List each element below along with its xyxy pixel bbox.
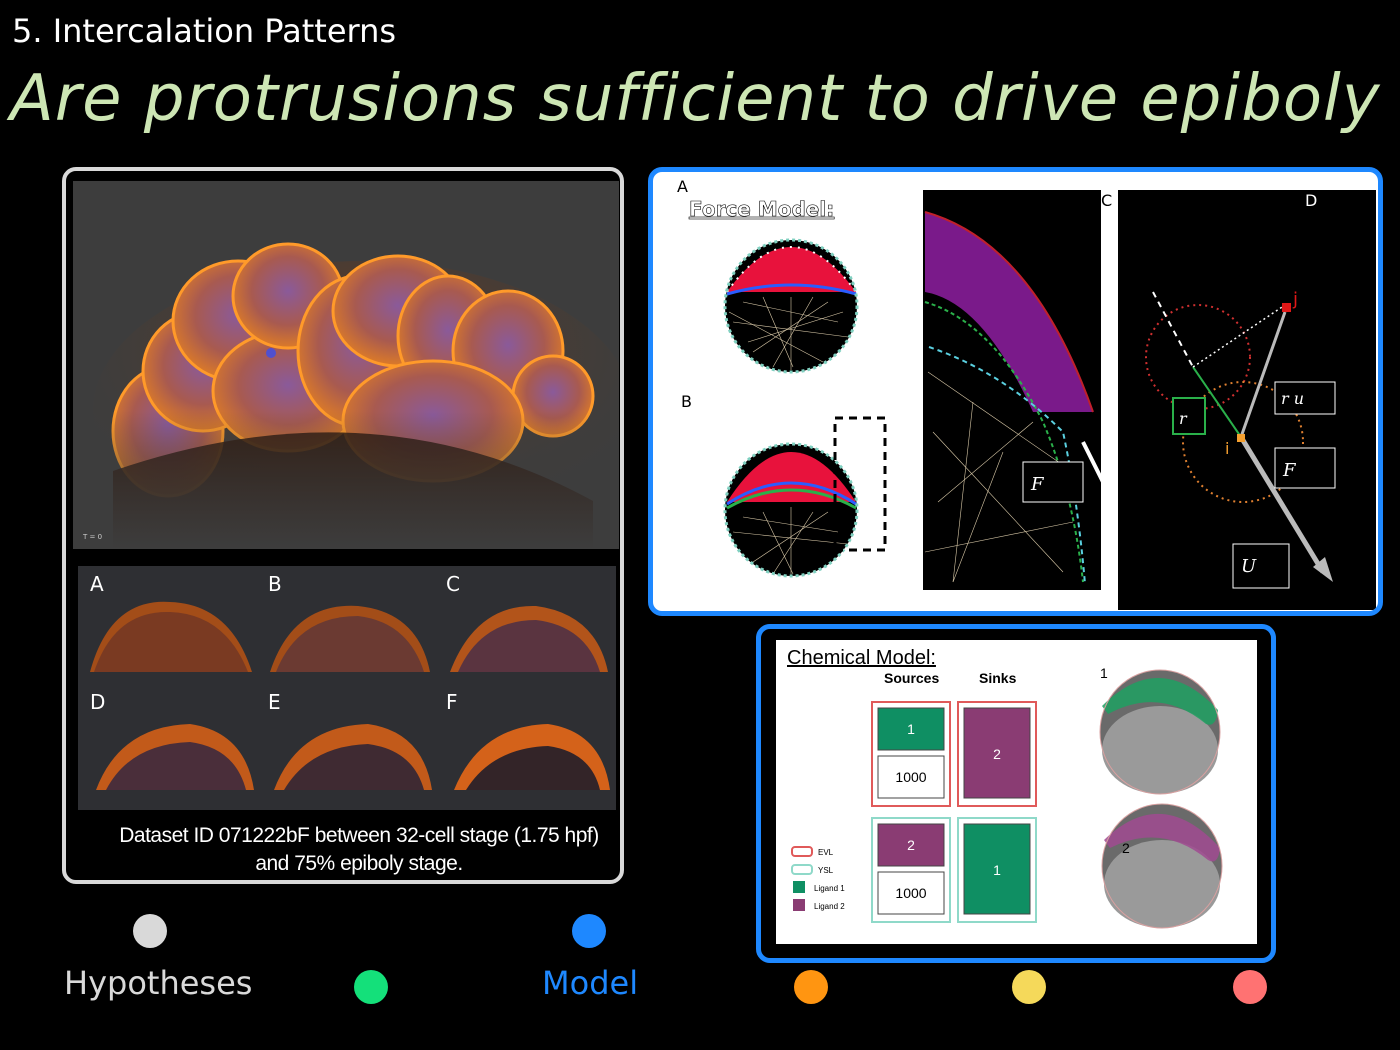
embryo-main-image: T = 0	[73, 181, 619, 549]
row2-source-bottom: 1000	[895, 885, 926, 901]
thumbnail-a: A	[80, 568, 258, 686]
row1-source-bottom: 1000	[895, 769, 926, 785]
thumbnail-label: A	[90, 572, 104, 596]
caption-line: Dataset ID 071222bF between 32-cell stag…	[119, 824, 599, 847]
legend-ligand2: Ligand 2	[814, 902, 845, 911]
legend: EVL YSL Ligand 1 Ligand 2	[791, 846, 845, 911]
yellow-dot[interactable]	[1012, 970, 1046, 1004]
force-label-a: A	[677, 177, 688, 196]
sources-header: Sources	[884, 670, 939, 686]
node-j-label: j	[1292, 289, 1298, 310]
main-title: Are protrusions sufficient to drive epib…	[10, 62, 1400, 136]
chemical-model-title: Chemical Model:	[787, 647, 936, 669]
embryo-label-1: 1	[1100, 665, 1108, 681]
force-model-panel: F j i r r u F U A B	[648, 167, 1383, 616]
thumbnail-label: B	[268, 572, 282, 596]
svg-text:U: U	[1241, 556, 1257, 577]
thumbnail-f: F	[436, 686, 614, 804]
node-i-label: i	[1225, 439, 1229, 458]
force-label-d: D	[1305, 191, 1317, 210]
svg-text:F: F	[1030, 474, 1045, 495]
thumbnail-b: B	[258, 568, 436, 686]
legend-evl: EVL	[818, 848, 834, 857]
legend-ligand1: Ligand 1	[814, 884, 845, 893]
row2-source-top: 2	[907, 837, 915, 853]
embryo-main-illustration	[73, 242, 619, 549]
red-dot[interactable]	[1233, 970, 1267, 1004]
force-model-figure: F j i r r u F U A B	[677, 177, 1376, 610]
force-label-c: C	[1101, 191, 1112, 210]
thumbnail-label: F	[446, 690, 458, 714]
orange-dot[interactable]	[794, 970, 828, 1004]
chemical-model-figure: Chemical Model: Sources Sinks 1 1000 2 2…	[776, 640, 1257, 944]
row1-sink: 2	[993, 746, 1001, 762]
row2-sink: 1	[993, 862, 1001, 878]
thumbnail-e: E	[258, 686, 436, 804]
thumbnail-label: D	[90, 690, 106, 714]
svg-text:r: r	[1179, 409, 1188, 428]
dataset-caption: Dataset ID 071222bF between 32-cell stag…	[70, 822, 648, 878]
force-model-title: Force Model:	[689, 197, 834, 221]
svg-text:r u: r u	[1281, 389, 1304, 408]
row1-source-top: 1	[907, 721, 915, 737]
svg-text:F: F	[1282, 460, 1297, 481]
embryo-1: 1	[1099, 665, 1221, 795]
thumbnail-c: C	[436, 568, 614, 686]
caption-line: and 75% epiboly stage.	[255, 852, 463, 875]
sinks-header: Sinks	[979, 670, 1017, 686]
hypotheses-dot[interactable]	[133, 914, 167, 948]
thumbnail-d: D	[80, 686, 258, 804]
model-label[interactable]: Model	[542, 964, 639, 1002]
embryo-2: 2	[1101, 803, 1223, 929]
embryo-label-2: 2	[1122, 840, 1130, 856]
section-title: 5. Intercalation Patterns	[12, 12, 397, 50]
timestamp-label: T = 0	[83, 533, 103, 541]
legend-ysl: YSL	[818, 866, 834, 875]
hypotheses-label[interactable]: Hypotheses	[64, 964, 253, 1002]
thumbnail-label: E	[268, 690, 281, 714]
green-dot[interactable]	[354, 970, 388, 1004]
thumbnail-label: C	[446, 572, 460, 596]
force-label-b: B	[681, 392, 692, 411]
model-dot[interactable]	[572, 914, 606, 948]
